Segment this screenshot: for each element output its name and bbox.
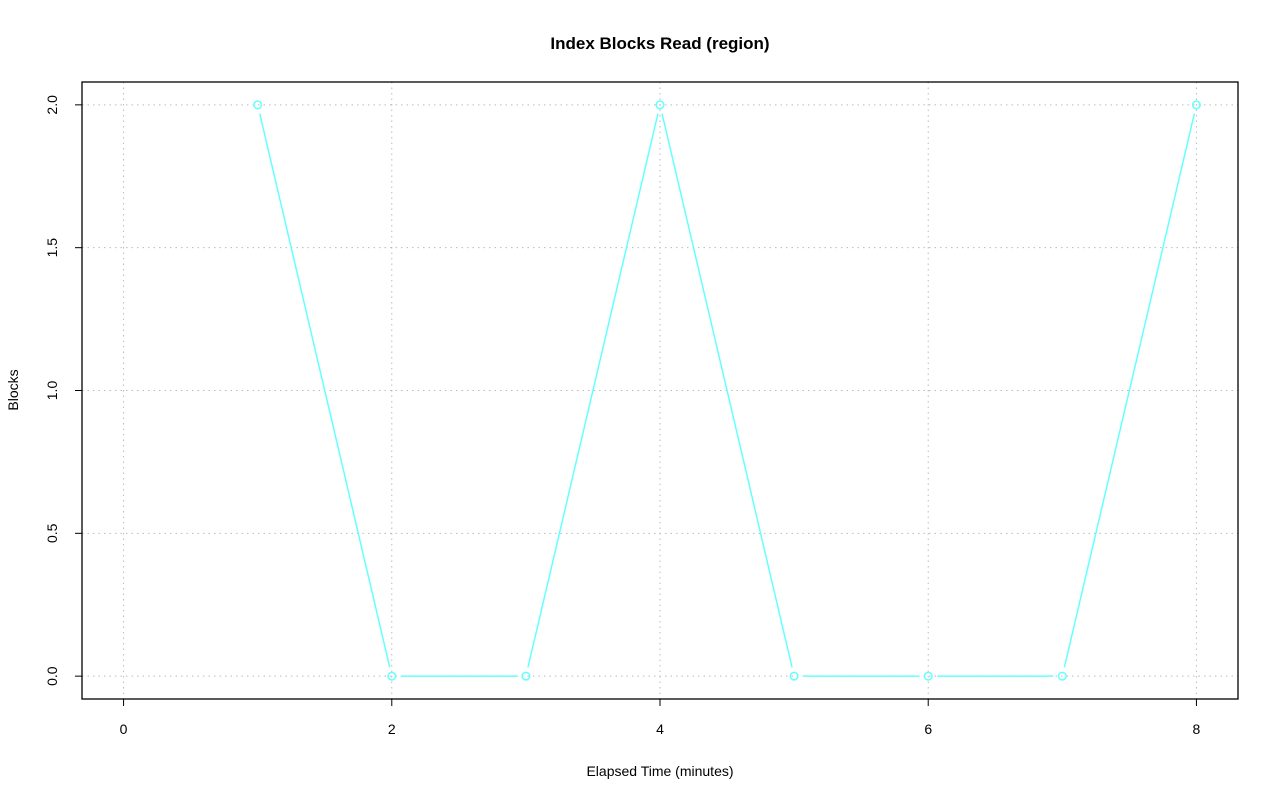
- data-point: [521, 671, 531, 681]
- x-tick-label: 2: [388, 721, 396, 737]
- data-point: [923, 671, 933, 681]
- data-point: [789, 671, 799, 681]
- x-axis-label: Elapsed Time (minutes): [586, 763, 733, 779]
- x-tick-label: 0: [120, 721, 128, 737]
- data-point: [253, 100, 263, 110]
- series: [253, 100, 1201, 681]
- data-point: [655, 100, 665, 110]
- y-tick-label: 0.0: [44, 666, 60, 686]
- data-point: [1057, 671, 1067, 681]
- data-point: [1191, 100, 1201, 110]
- y-axis-label: Blocks: [5, 369, 21, 410]
- data-point: [387, 671, 397, 681]
- series-line-segment: [259, 113, 391, 668]
- series-line-segment: [527, 113, 659, 668]
- axis-ticks: 0 2 4 6 8 0.0 0.5 1.0 1.5 2.0: [44, 95, 1201, 737]
- y-tick-label: 1.0: [44, 381, 60, 401]
- chart-title: Index Blocks Read (region): [550, 34, 769, 53]
- plot-frame: [81, 81, 1239, 700]
- x-tick-label: 4: [656, 721, 664, 737]
- x-tick-label: 8: [1193, 721, 1201, 737]
- x-tick-label: 6: [924, 721, 932, 737]
- series-line-segment: [1063, 113, 1196, 668]
- y-tick-label: 0.5: [44, 523, 60, 543]
- series-line-segment: [661, 113, 793, 668]
- grid: [82, 82, 1238, 699]
- y-tick-label: 2.0: [44, 95, 60, 115]
- y-tick-label: 1.5: [44, 238, 60, 258]
